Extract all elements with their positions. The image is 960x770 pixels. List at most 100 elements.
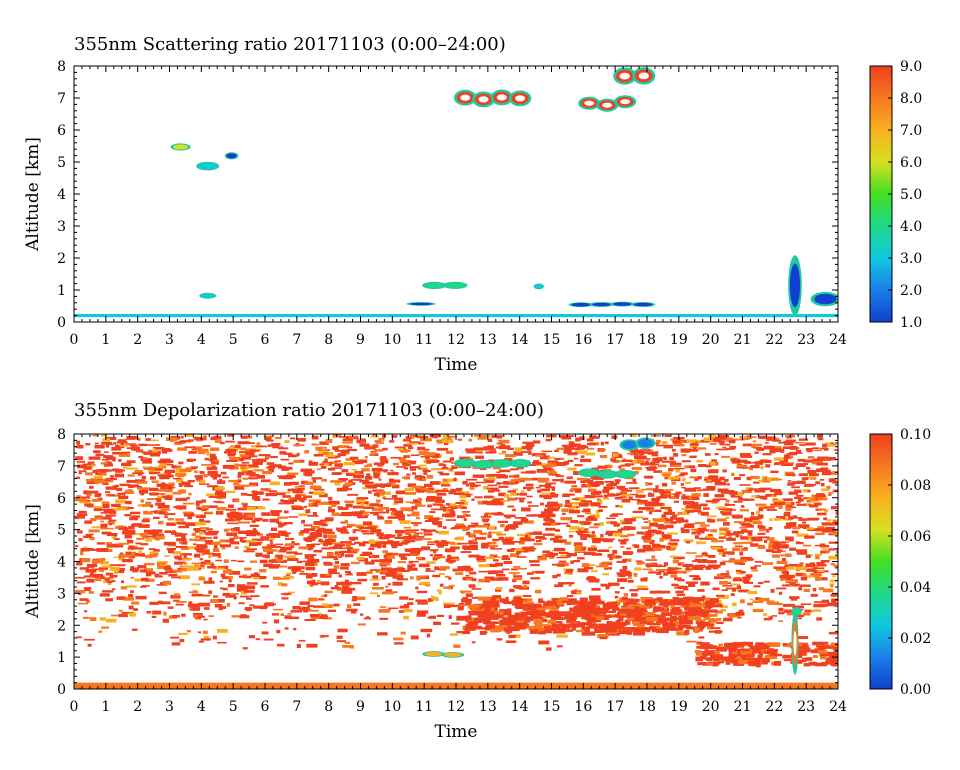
aerosol-layer (694, 641, 838, 668)
cloud-feature (788, 255, 802, 316)
colorbar-tick-label: 6.0 (900, 155, 922, 171)
cloud-feature (196, 161, 220, 171)
colorbar-tick-label: 0.04 (900, 580, 931, 596)
x-tick-label: 11 (415, 699, 433, 715)
x-tick-label: 5 (229, 699, 238, 715)
colorbar-tick-label: 1.0 (900, 315, 922, 331)
cloud-feature (791, 611, 799, 675)
y-tick-label: 3 (57, 586, 66, 602)
colorbar-tick-label: 0.10 (900, 427, 931, 443)
cloud-feature (454, 89, 532, 108)
cloud-feature (406, 302, 436, 306)
x-tick-label: 24 (829, 332, 847, 348)
depolarization-ratio-panel: 355nm Depolarization ratio 20171103 (0:0… (23, 400, 931, 742)
cloud-feature (791, 607, 802, 616)
cloud-feature (422, 281, 468, 289)
x-tick-label: 19 (670, 332, 688, 348)
data-layer (74, 434, 838, 689)
x-tick-label: 4 (197, 699, 206, 715)
x-tick-label: 22 (765, 699, 783, 715)
cloud-feature (199, 292, 217, 299)
x-tick-label: 17 (606, 332, 624, 348)
plot-area: 0 1 2 3 4 5 6 7 8 9 10 11 12 13 14 15 16 17 18 19 20 21 22 23 24… (57, 59, 922, 348)
x-tick-label: 6 (261, 699, 270, 715)
noise-field (74, 434, 838, 582)
y-tick-label: 8 (57, 427, 66, 443)
y-tick-label: 1 (57, 650, 66, 666)
x-tick-label: 7 (292, 699, 301, 715)
x-axis-label: Time (435, 722, 478, 742)
surface-layer (74, 314, 838, 318)
x-tick-label: 1 (101, 332, 110, 348)
y-tick-label: 4 (57, 187, 66, 203)
colorbar-tick-label: 3.0 (900, 251, 922, 267)
x-tick-label: 7 (292, 332, 301, 348)
x-tick-label: 16 (574, 332, 592, 348)
x-tick-label: 13 (479, 699, 497, 715)
cloud-feature (619, 437, 656, 451)
colorbar-tick-label: 8.0 (900, 91, 922, 107)
cloud-feature (578, 468, 637, 479)
x-tick-label: 0 (70, 332, 79, 348)
x-tick-label: 11 (415, 332, 433, 348)
x-tick-label: 17 (606, 699, 624, 715)
y-tick-label: 6 (57, 491, 66, 507)
y-tick-label: 5 (57, 523, 66, 539)
plot-area: 0 1 2 3 4 5 6 7 8 9 10 11 12 13 14 15 16 17 18 19 20 21 22 23 24… (57, 427, 931, 715)
aerosol-layer (456, 596, 723, 636)
colorbar: 1.0 2.0 3.0 4.0 5.0 6.0 7.0 8.0 9.0 (869, 59, 922, 331)
x-tick-label: 14 (511, 332, 529, 348)
y-tick-label: 8 (57, 59, 66, 75)
y-tick-label: 1 (57, 283, 66, 299)
x-tick-label: 5 (229, 332, 238, 348)
x-tick-label: 12 (447, 699, 465, 715)
cloud-feature (170, 143, 191, 151)
x-tick-label: 18 (638, 332, 656, 348)
y-tick-label: 4 (57, 555, 66, 571)
x-tick-label: 3 (165, 332, 174, 348)
y-tick-label: 7 (57, 459, 66, 475)
y-tick-label: 2 (57, 618, 66, 634)
x-tick-label: 20 (702, 699, 720, 715)
colorbar-tick-label: 5.0 (900, 187, 922, 203)
colorbar-tick-label: 0.06 (900, 529, 931, 545)
x-tick-label: 0 (70, 699, 79, 715)
y-tick-label: 0 (57, 315, 66, 331)
x-tick-label: 16 (574, 699, 592, 715)
cloud-feature (568, 301, 656, 308)
x-tick-label: 12 (447, 332, 465, 348)
cloud-feature (810, 291, 838, 307)
x-tick-label: 14 (511, 699, 529, 715)
x-tick-label: 1 (101, 699, 110, 715)
x-tick-label: 2 (133, 332, 142, 348)
chart-title: 355nm Scattering ratio 20171103 (0:00–24… (74, 34, 506, 55)
y-tick-label: 5 (57, 155, 66, 171)
cloud-feature (422, 651, 465, 658)
cloud-feature (613, 67, 656, 85)
x-tick-label: 2 (133, 699, 142, 715)
colorbar-tick-label: 0.02 (900, 631, 931, 647)
x-tick-label: 24 (829, 699, 847, 715)
x-tick-label: 15 (543, 332, 561, 348)
x-tick-label: 9 (356, 699, 365, 715)
x-tick-label: 10 (383, 332, 401, 348)
x-tick-label: 8 (324, 699, 333, 715)
x-tick-label: 8 (324, 332, 333, 348)
x-tick-label: 6 (261, 332, 270, 348)
y-tick-label: 0 (57, 682, 66, 698)
y-axis-label: Altitude [km] (23, 504, 43, 619)
x-tick-label: 20 (702, 332, 720, 348)
colorbar-tick-label: 4.0 (900, 219, 922, 235)
colorbar: 0.00 0.02 0.04 0.06 0.08 0.10 (869, 427, 931, 698)
x-tick-label: 23 (797, 699, 815, 715)
colorbar-tick-label: 9.0 (900, 59, 922, 75)
x-tick-label: 3 (165, 699, 174, 715)
colorbar-tick-label: 7.0 (900, 123, 922, 139)
cloud-feature (454, 458, 532, 469)
cloud-feature (224, 152, 239, 160)
colorbar-scale (869, 433, 893, 690)
x-tick-label: 21 (734, 699, 752, 715)
data-layer (74, 67, 838, 318)
colorbar-tick-label: 2.0 (900, 283, 922, 299)
